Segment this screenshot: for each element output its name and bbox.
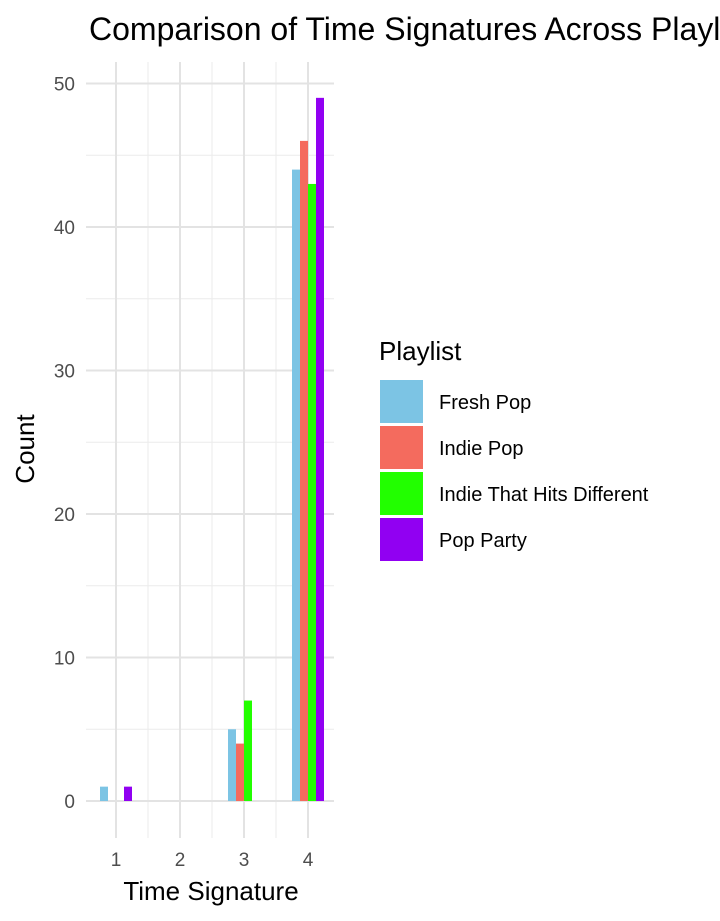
legend-label: Pop Party <box>439 530 527 552</box>
y-tick-label: 30 <box>54 362 75 383</box>
legend-label: Fresh Pop <box>439 392 531 414</box>
bar <box>124 786 132 801</box>
x-tick-label: 4 <box>303 850 314 871</box>
y-tick-label: 40 <box>54 218 75 239</box>
x-tick-label: 3 <box>239 850 250 871</box>
bar <box>308 183 316 801</box>
y-tick-label: 20 <box>54 505 75 526</box>
legend-label: Indie Pop <box>439 438 524 460</box>
x-tick-label: 1 <box>111 850 122 871</box>
x-axis-title: Time Signature <box>123 876 298 906</box>
y-axis-title: Count <box>10 414 40 484</box>
legend-title: Playlist <box>379 336 462 366</box>
y-tick-label: 0 <box>64 792 75 813</box>
chart-title: Comparison of Time Signatures Across Pla… <box>89 11 720 47</box>
legend-swatch <box>380 518 423 561</box>
legend-items: Fresh Pop Indie Pop Indie That Hits Differ… <box>380 380 649 561</box>
bar <box>100 786 108 801</box>
bars <box>100 97 324 802</box>
bar <box>316 97 324 802</box>
bar <box>292 169 300 802</box>
y-tick-label: 50 <box>54 75 75 96</box>
legend-swatch <box>380 472 423 515</box>
legend-label: Indie That Hits Different <box>439 484 649 506</box>
y-tick-label: 10 <box>54 649 75 670</box>
bar <box>236 743 244 801</box>
legend: Playlist Fresh Pop Indie Pop Indie That Hi… <box>379 336 649 561</box>
x-tick-labels: 1 2 3 4 <box>111 850 314 871</box>
legend-swatch <box>380 380 423 423</box>
bar <box>244 700 252 801</box>
legend-swatch <box>380 426 423 469</box>
bar <box>300 140 308 801</box>
y-tick-labels: 0 10 20 30 40 50 <box>54 75 75 814</box>
bar <box>228 729 236 801</box>
x-tick-label: 2 <box>175 850 186 871</box>
